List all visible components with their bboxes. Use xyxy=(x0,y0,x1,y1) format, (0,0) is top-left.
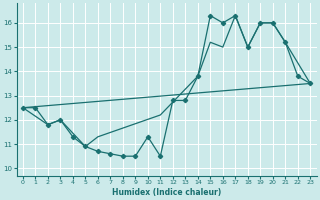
X-axis label: Humidex (Indice chaleur): Humidex (Indice chaleur) xyxy=(112,188,221,197)
